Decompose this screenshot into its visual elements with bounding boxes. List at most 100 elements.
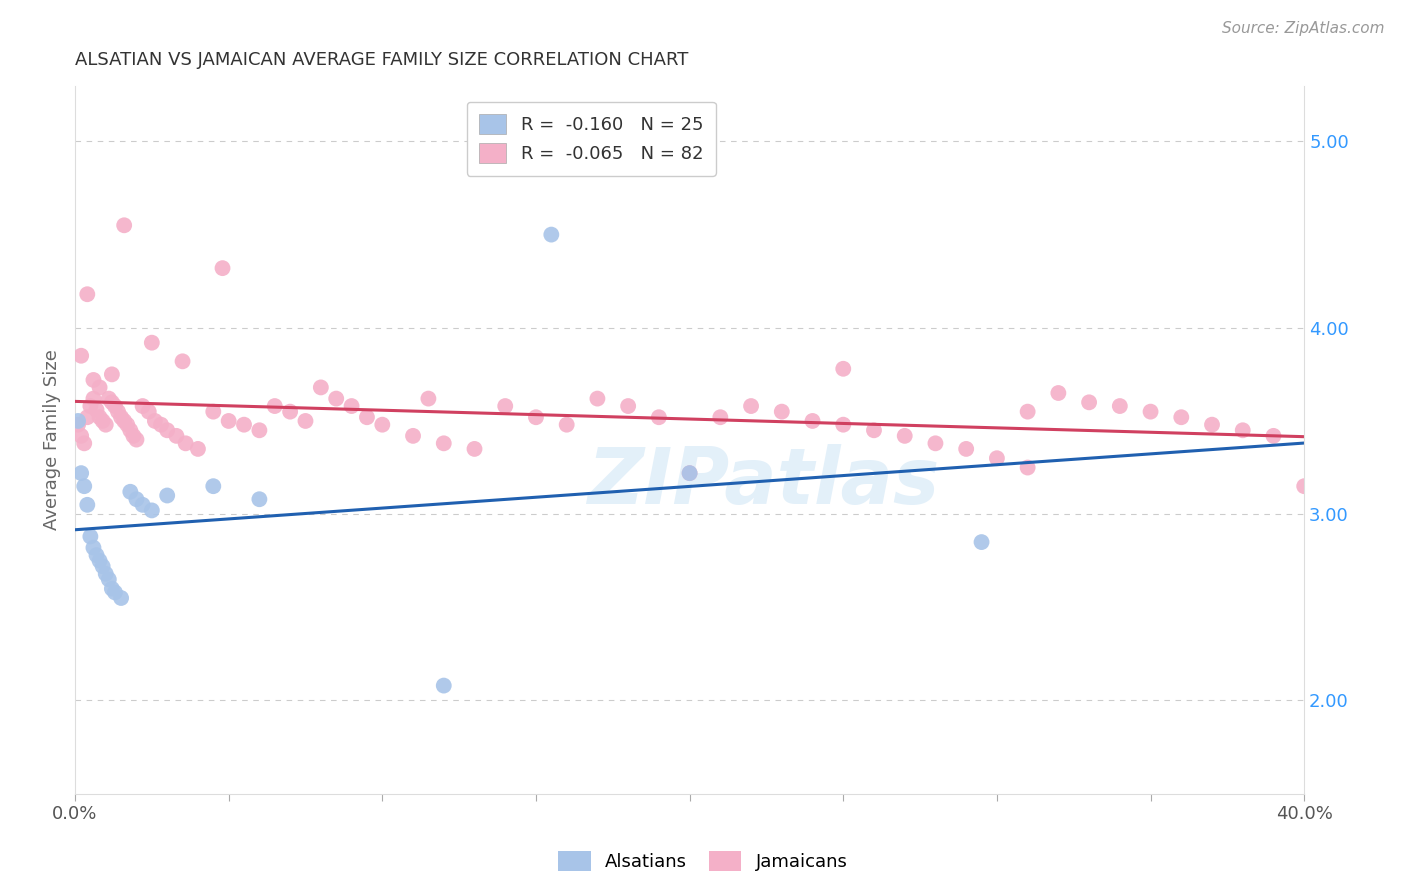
Point <box>97 573 120 587</box>
Point <box>832 361 855 376</box>
Point <box>122 429 145 443</box>
Point <box>117 417 139 432</box>
Point <box>143 414 166 428</box>
Y-axis label: Average Family Size: Average Family Size <box>44 349 60 530</box>
Point <box>278 404 301 418</box>
Point <box>1170 410 1192 425</box>
Point <box>955 442 977 456</box>
Point <box>107 404 129 418</box>
Point <box>617 399 640 413</box>
Point <box>91 559 114 574</box>
Point <box>70 466 93 480</box>
Point <box>340 399 363 413</box>
Point <box>131 498 153 512</box>
Point <box>73 479 96 493</box>
Point <box>86 402 108 417</box>
Point <box>202 404 225 418</box>
Point <box>433 679 456 693</box>
Point <box>1201 417 1223 432</box>
Point <box>187 442 209 456</box>
Point <box>112 414 135 428</box>
Text: ZIPatlas: ZIPatlas <box>588 444 939 520</box>
Point <box>89 554 111 568</box>
Point <box>832 417 855 432</box>
Point <box>418 392 440 406</box>
Point <box>1294 479 1316 493</box>
Point <box>76 410 98 425</box>
Point <box>104 585 127 599</box>
Point <box>709 410 731 425</box>
Point <box>540 227 562 242</box>
Point <box>94 566 117 581</box>
Point <box>101 368 124 382</box>
Point <box>97 392 120 406</box>
Point <box>893 429 915 443</box>
Point <box>101 395 124 409</box>
Point <box>172 354 194 368</box>
Point <box>1047 386 1070 401</box>
Legend: R =  -0.160   N = 25, R =  -0.065   N = 82: R = -0.160 N = 25, R = -0.065 N = 82 <box>467 102 716 176</box>
Point <box>104 399 127 413</box>
Point <box>73 436 96 450</box>
Point <box>678 466 700 480</box>
Point <box>247 423 270 437</box>
Legend: Alsatians, Jamaicans: Alsatians, Jamaicans <box>551 844 855 879</box>
Point <box>740 399 762 413</box>
Point <box>110 591 132 605</box>
Point <box>924 436 946 450</box>
Point <box>82 541 104 555</box>
Point <box>79 399 101 413</box>
Point <box>138 404 160 418</box>
Point <box>1078 395 1101 409</box>
Point <box>141 503 163 517</box>
Point <box>79 529 101 543</box>
Point <box>165 429 187 443</box>
Point <box>156 488 179 502</box>
Text: Source: ZipAtlas.com: Source: ZipAtlas.com <box>1222 21 1385 36</box>
Point <box>494 399 516 413</box>
Point <box>1139 404 1161 418</box>
Point <box>89 380 111 394</box>
Point <box>294 414 316 428</box>
Point <box>863 423 886 437</box>
Point <box>325 392 347 406</box>
Point <box>309 380 332 394</box>
Point <box>101 582 124 596</box>
Point <box>120 423 142 437</box>
Point <box>76 287 98 301</box>
Point <box>1232 423 1254 437</box>
Point <box>86 548 108 562</box>
Point <box>67 414 90 428</box>
Point <box>801 414 824 428</box>
Point <box>433 436 456 450</box>
Point <box>70 429 93 443</box>
Point <box>1017 404 1039 418</box>
Point <box>76 498 98 512</box>
Point <box>1263 429 1285 443</box>
Point <box>131 399 153 413</box>
Point <box>986 451 1008 466</box>
Point <box>371 417 394 432</box>
Point <box>586 392 609 406</box>
Point <box>110 410 132 425</box>
Point <box>218 414 240 428</box>
Point <box>524 410 547 425</box>
Point <box>211 261 233 276</box>
Point <box>263 399 285 413</box>
Point <box>463 442 485 456</box>
Point <box>770 404 793 418</box>
Point <box>1017 460 1039 475</box>
Point <box>89 410 111 425</box>
Point <box>94 417 117 432</box>
Point <box>150 417 173 432</box>
Point <box>555 417 578 432</box>
Point <box>67 417 90 432</box>
Point <box>1108 399 1130 413</box>
Point <box>156 423 179 437</box>
Point <box>141 335 163 350</box>
Point <box>125 492 148 507</box>
Text: ALSATIAN VS JAMAICAN AVERAGE FAMILY SIZE CORRELATION CHART: ALSATIAN VS JAMAICAN AVERAGE FAMILY SIZE… <box>75 51 689 69</box>
Point <box>247 492 270 507</box>
Point <box>402 429 425 443</box>
Point <box>70 349 93 363</box>
